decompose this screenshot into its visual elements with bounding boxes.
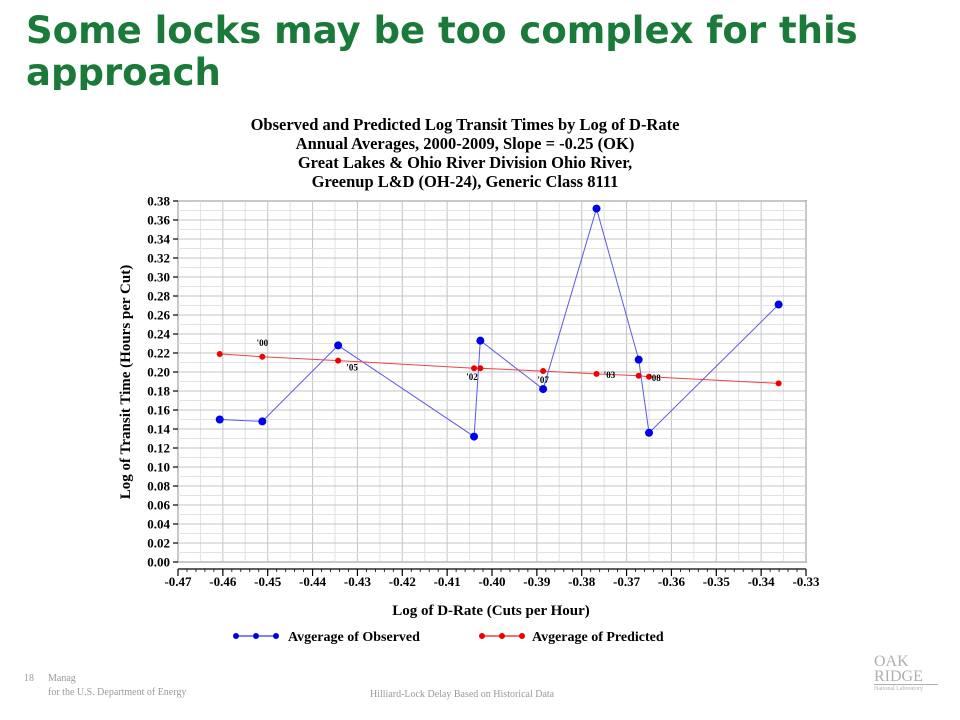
y-tick-label: 0.04 (147, 517, 170, 532)
y-tick-label: 0.24 (147, 327, 170, 342)
x-tick-label: -0.40 (478, 574, 505, 589)
y-tick-label: 0.28 (147, 289, 170, 304)
x-tick-label: -0.43 (344, 574, 372, 589)
data-point-observed (592, 204, 601, 213)
oak-ridge-logo: OAK RIDGE National Laboratory (874, 654, 938, 698)
y-tick-label: 0.12 (147, 441, 170, 456)
y-tick-label: 0.26 (147, 308, 170, 323)
data-point-predicted (335, 357, 342, 364)
legend-marker-observed (233, 633, 239, 639)
y-tick-label: 0.14 (147, 422, 170, 437)
data-point-observed (774, 300, 783, 309)
x-tick-label: -0.45 (254, 574, 282, 589)
y-tick-label: 0.36 (147, 213, 170, 228)
data-point-observed (539, 385, 548, 394)
data-point-observed (258, 417, 267, 426)
data-point-predicted (477, 365, 484, 372)
series-line-observed (219, 206, 779, 438)
series-line-predicted (219, 353, 779, 384)
point-label: '05 (346, 363, 358, 373)
data-point-predicted (216, 350, 223, 357)
x-axis: -0.47 -0.46 -0.45 -0.44 -0.43 -0.42 -0.41 -0.40… (164, 568, 820, 589)
y-tick-label: 0.20 (147, 365, 170, 380)
y-axis-label: Log of Transit Time (Hours per Cut) (118, 265, 134, 499)
data-point-predicted (775, 380, 782, 387)
y-tick-label: 0.10 (147, 460, 170, 475)
y-tick-label: 0.38 (147, 194, 170, 209)
legend: Avgerage of Observed Avgerage of Predicte… (233, 630, 664, 645)
point-label: '07 (537, 375, 549, 385)
legend-marker-observed (273, 633, 279, 639)
data-point-observed (645, 428, 653, 437)
x-tick-label: -0.33 (792, 574, 820, 589)
point-label: '02 (466, 372, 478, 382)
logo-text-oak: OAK (874, 653, 909, 670)
y-tick-label: 0.02 (147, 536, 170, 551)
legend-marker-predicted (519, 633, 525, 639)
data-point-predicted (540, 368, 547, 375)
series-points (215, 204, 783, 441)
point-label: '03 (604, 370, 616, 380)
x-tick-label: -0.44 (299, 574, 327, 589)
x-tick-label: -0.37 (613, 574, 641, 589)
data-point-observed (476, 336, 485, 345)
x-tick-label: -0.38 (568, 574, 596, 589)
legend-label-observed: Avgerage of Observed (288, 630, 420, 645)
legend-label-predicted: Avgerage of Predicted (532, 630, 664, 645)
data-point-observed (634, 355, 643, 364)
data-point-predicted (259, 353, 266, 360)
x-tick-label: -0.42 (389, 574, 416, 589)
y-tick-label: 0.16 (147, 403, 170, 418)
chart-title-line-3: Great Lakes & Ohio River Division Ohio R… (298, 153, 632, 172)
y-tick-label: 0.22 (147, 346, 170, 361)
legend-marker-predicted (499, 633, 505, 639)
logo-text-national-laboratory: National Laboratory (874, 684, 938, 693)
x-tick-label: -0.46 (209, 574, 237, 589)
x-axis-label: Log of D-Rate (Cuts per Hour) (392, 603, 590, 619)
x-tick-label: -0.36 (658, 574, 686, 589)
y-tick-label: 0.06 (147, 498, 170, 513)
y-tick-label: 0.18 (147, 384, 170, 399)
data-point-observed (215, 415, 224, 424)
data-point-predicted (593, 370, 600, 377)
page-number: 18 (24, 673, 34, 684)
data-point-observed (470, 432, 479, 441)
gridlines (177, 200, 807, 563)
chart-title-line-4: Greenup L&D (OH-24), Generic Class 8111 (312, 172, 619, 191)
y-axis: 0.00 0.02 0.04 0.06 0.08 0.10 0.12 0.14 0.16 0.18… (147, 194, 178, 570)
chart-title: Observed and Predicted Log Transit Times… (251, 115, 680, 191)
footer-presentation-title: Hilliard-Lock Delay Based on Historical … (370, 689, 555, 700)
point-label: '08 (649, 373, 661, 383)
y-tick-label: 0.34 (147, 232, 170, 247)
footer-org-line-1: Manag (48, 673, 76, 684)
x-tick-label: -0.34 (748, 574, 776, 589)
footer-org-line-2: for the U.S. Department of Energy (48, 687, 187, 698)
x-tick-label: -0.41 (434, 574, 461, 589)
logo-text-ridge: RIDGE (874, 668, 923, 685)
y-tick-label: 0.32 (147, 251, 170, 266)
y-tick-label: 0.08 (147, 479, 170, 494)
series-lines (219, 206, 779, 438)
chart-title-line-2: Annual Averages, 2000-2009, Slope = -0.2… (296, 134, 635, 153)
data-point-predicted (471, 365, 478, 372)
point-label: '00 (257, 338, 269, 348)
data-point-predicted (635, 372, 642, 379)
legend-marker-predicted (479, 633, 485, 639)
x-tick-label: -0.35 (703, 574, 731, 589)
chart-title-line-1: Observed and Predicted Log Transit Times… (251, 115, 680, 134)
data-point-observed (334, 341, 343, 350)
data-point-predicted (646, 373, 652, 380)
y-tick-label: 0.00 (147, 555, 170, 570)
point-labels: '00 '05 '02 '07 '03 '08 (257, 338, 662, 385)
x-tick-label: -0.39 (523, 574, 551, 589)
slide-title: Some locks may be too complex for this a… (26, 10, 858, 90)
y-tick-label: 0.30 (147, 270, 170, 285)
x-tick-label: -0.47 (164, 574, 192, 589)
legend-marker-observed (253, 633, 259, 639)
